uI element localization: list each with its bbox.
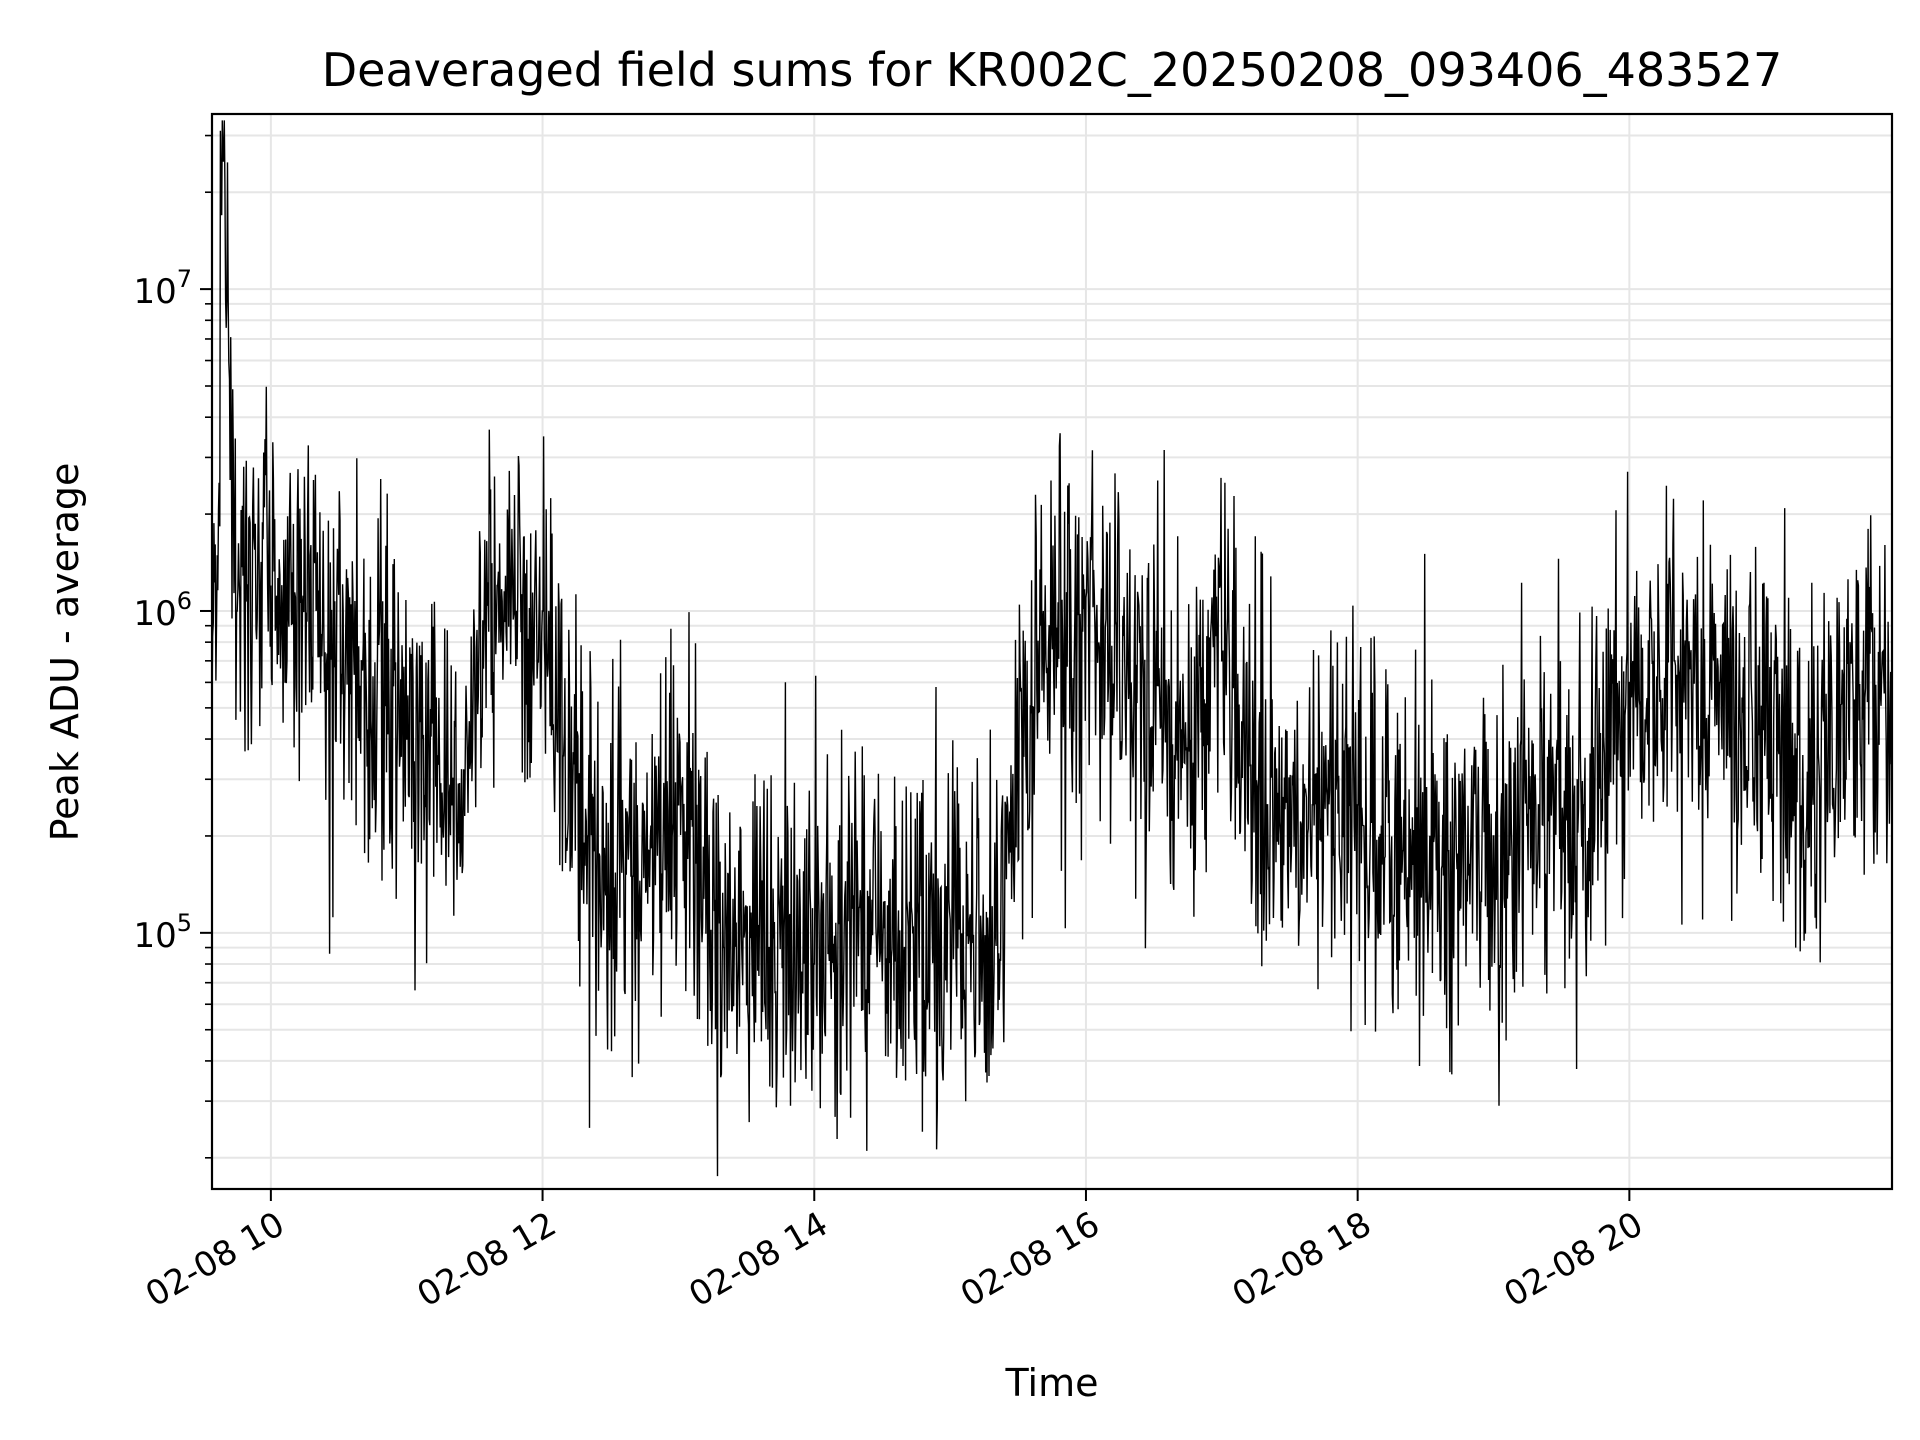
y-tick-label: 106 [133,587,192,634]
y-tick-label: 105 [133,909,192,956]
plot-frame [210,112,1894,1191]
series-line [211,120,1893,1177]
y-tick-mantissa: 10 [133,272,176,312]
ticks [200,134,1631,1201]
y-tick-mantissa: 10 [133,594,176,634]
chart-title: Deaveraged field sums for KR002C_2025020… [322,43,1783,97]
y-tick-label: 107 [133,265,192,312]
y-tick-exponent: 7 [177,265,192,293]
y-tick-exponent: 6 [177,587,192,615]
series-line-group [211,120,1893,1177]
x-axis-label: Time [1005,1361,1099,1405]
y-tick-exponent: 5 [177,909,192,937]
y-axis-label: Peak ADU - average [43,463,87,842]
y-tick-mantissa: 10 [133,916,176,956]
